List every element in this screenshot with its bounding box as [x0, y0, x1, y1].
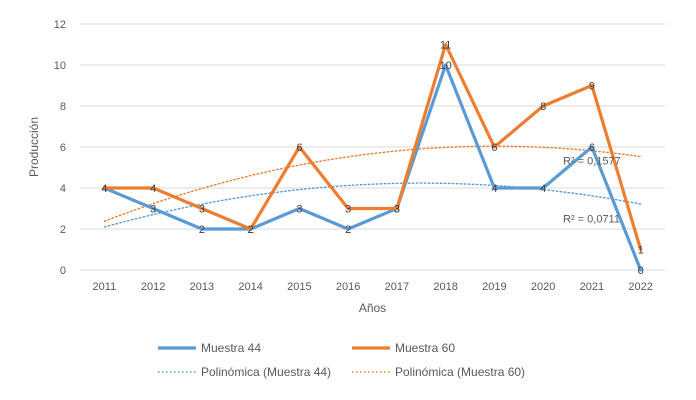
- data-label-muestra-60: 11: [440, 40, 451, 52]
- r-squared-label: R² = 0,0711: [563, 214, 620, 226]
- x-tick-label: 2021: [580, 281, 604, 293]
- y-tick-label: 6: [60, 142, 66, 154]
- data-label-muestra-44: 3: [150, 204, 156, 216]
- legend-label: Polinómica (Muestra 44): [201, 365, 331, 379]
- legend-item[interactable]: Polinómica (Muestra 44): [158, 365, 331, 379]
- x-tick-label: 2020: [531, 281, 555, 293]
- x-tick-label: 2015: [287, 281, 311, 293]
- data-label-muestra-60: 2: [248, 224, 254, 236]
- data-label-muestra-44: 4: [491, 183, 497, 195]
- y-tick-label: 8: [60, 101, 66, 113]
- data-label-muestra-44: 2: [345, 224, 351, 236]
- data-label-muestra-44: 2: [248, 224, 254, 236]
- data-label-muestra-60: 6: [296, 142, 302, 154]
- legend-item[interactable]: Polinómica (Muestra 60): [352, 365, 525, 379]
- x-tick-label: 2017: [385, 281, 409, 293]
- data-label-muestra-44: 2: [199, 224, 205, 236]
- y-tick-label: 2: [60, 224, 66, 236]
- r-squared-label: R² = 0,1577: [563, 155, 621, 167]
- series-line-muestra-44: [102, 63, 643, 272]
- x-tick-label: 2014: [238, 281, 262, 293]
- gridlines: [80, 23, 665, 271]
- x-axis-title: Años: [359, 301, 386, 315]
- data-label-muestra-44: 3: [394, 204, 400, 216]
- y-tick-label: 4: [60, 183, 66, 195]
- data-label-muestra-44: 0: [638, 265, 644, 277]
- x-tick-label: 2011: [93, 281, 117, 293]
- data-label-muestra-44: 10: [440, 60, 452, 72]
- x-tick-label: 2019: [482, 281, 506, 293]
- y-tick-label: 10: [54, 60, 66, 72]
- legend: Muestra 44 Muestra 60 Polinómica (Muestra …: [158, 341, 525, 379]
- data-label-muestra-60: 9: [589, 81, 595, 93]
- x-tick-label: 2012: [141, 281, 165, 293]
- legend-label: Polinómica (Muestra 60): [395, 365, 525, 379]
- data-label-muestra-60: 1: [638, 245, 644, 257]
- series-line-muestra-60: [102, 42, 643, 252]
- data-label-muestra-44: 3: [296, 204, 302, 216]
- data-label-muestra-60: 3: [199, 204, 205, 216]
- legend-item[interactable]: Muestra 60: [352, 341, 455, 355]
- legend-label: Muestra 60: [395, 341, 455, 355]
- data-label-muestra-60: 4: [150, 183, 156, 195]
- data-label-muestra-44: 4: [540, 183, 546, 195]
- data-label-muestra-60: 3: [394, 204, 400, 216]
- x-tick-label: 2016: [336, 281, 360, 293]
- data-label-muestra-60: 4: [101, 183, 107, 195]
- legend-item[interactable]: Muestra 44: [158, 341, 261, 355]
- data-label-muestra-44: 4: [101, 183, 107, 195]
- data-label-muestra-44: 6: [589, 142, 595, 154]
- y-axis-title: Producción: [27, 117, 41, 177]
- data-label-muestra-60: 8: [540, 101, 546, 113]
- legend-label: Muestra 44: [201, 341, 261, 355]
- y-tick-label: 12: [54, 19, 66, 31]
- x-tick-label: 2022: [628, 281, 652, 293]
- trendline-muestra-60: [103, 145, 642, 222]
- y-tick-label: 0: [60, 265, 66, 277]
- data-label-muestra-60: 6: [491, 142, 497, 154]
- x-tick-label: 2018: [433, 281, 457, 293]
- x-tick-label: 2013: [190, 281, 214, 293]
- data-label-muestra-60: 3: [345, 204, 351, 216]
